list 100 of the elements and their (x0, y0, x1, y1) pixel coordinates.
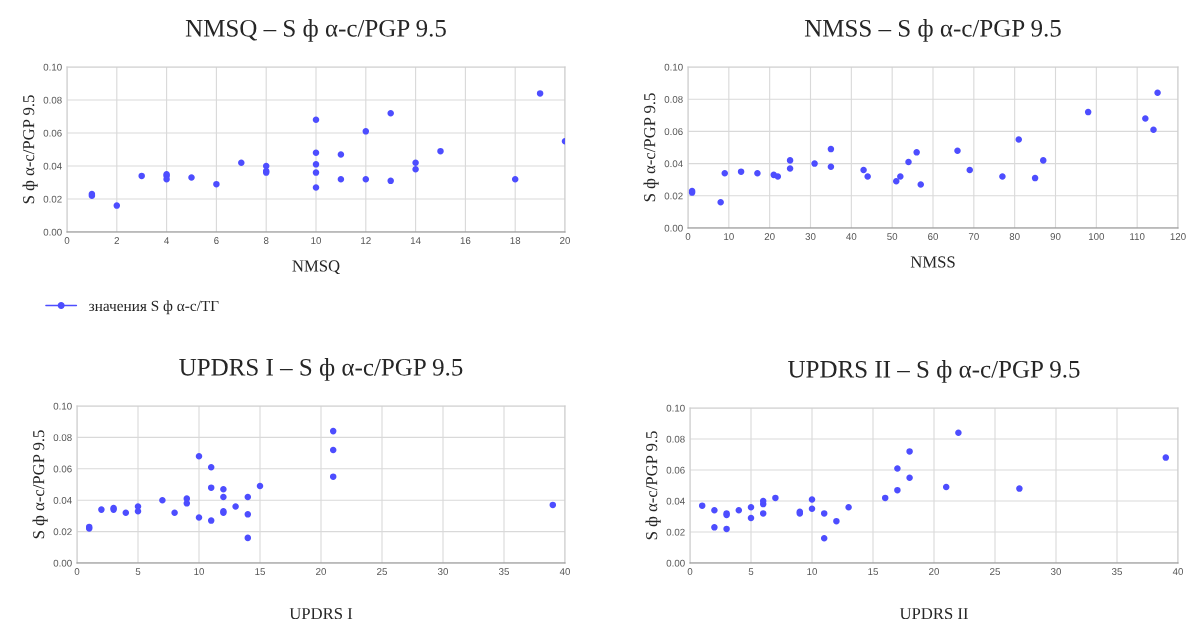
point (312, 149, 320, 157)
point (437, 147, 444, 155)
point (213, 180, 220, 188)
point (1142, 115, 1149, 122)
x-tick-label: 40 (1172, 568, 1184, 575)
point (312, 116, 320, 124)
point (220, 493, 227, 501)
x-tick-label: 4 (164, 237, 170, 244)
x-tick-label: 0 (687, 568, 693, 575)
point (833, 517, 840, 525)
y-tick-label: 0.04 (664, 160, 683, 168)
point (256, 482, 264, 490)
y-tick-label: 0.04 (53, 496, 72, 504)
x-axis-title: NMSQ (292, 260, 340, 275)
point (737, 168, 745, 175)
point (905, 158, 912, 166)
x-tick-label: 20 (764, 233, 775, 240)
point (747, 503, 755, 511)
chart-title: UPDRS II – S ф α-c/PGP 9.5 (788, 360, 1080, 383)
y-tick-label: 0.06 (666, 466, 685, 474)
x-tick-label: 80 (1009, 233, 1020, 240)
point (845, 503, 852, 511)
x-tick-label: 10 (311, 237, 322, 244)
x-tick-label: 10 (807, 568, 818, 575)
point (362, 128, 370, 135)
point (337, 175, 345, 183)
x-tick-label: 40 (846, 233, 857, 240)
chart-title: UPDRS I – S ф α-c/PGP 9.5 (179, 358, 463, 381)
point (698, 502, 706, 509)
point (412, 166, 419, 173)
point (362, 175, 370, 183)
x-tick-label: 25 (990, 568, 1000, 575)
x-tick-label: 10 (724, 233, 734, 240)
point (329, 427, 337, 435)
y-tick-label: 0.08 (53, 434, 72, 442)
x-tick-label: 20 (316, 568, 327, 575)
point (955, 429, 962, 437)
point (113, 202, 121, 209)
point (138, 172, 145, 180)
point (220, 485, 227, 493)
x-tick-label: 30 (1050, 568, 1062, 575)
x-tick-label: 0 (74, 568, 80, 575)
point (774, 173, 782, 180)
y-tick-label: 0.04 (666, 497, 685, 505)
legend-label: значения S ф α-c/ТГ (89, 300, 219, 315)
point (244, 534, 252, 542)
y-tick-label: 0.08 (43, 96, 62, 104)
chart-title: NMSQ – S ф α-c/PGP 9.5 (185, 19, 446, 42)
x-tick-label: 90 (1050, 233, 1061, 240)
point (1162, 454, 1170, 461)
point (820, 534, 828, 542)
y-tick-label: 0.10 (664, 63, 683, 71)
point (1031, 174, 1039, 182)
x-tick-label: 60 (928, 233, 939, 240)
x-tick-label: 0 (64, 237, 70, 244)
x-tick-label: 15 (868, 568, 878, 575)
point (892, 178, 900, 185)
x-tick-label: 30 (805, 233, 816, 240)
point (897, 173, 904, 180)
point (711, 507, 718, 514)
point (827, 163, 835, 171)
x-tick-label: 110 (1130, 233, 1145, 240)
x-tick-label: 50 (887, 233, 898, 240)
y-tick-label: 0.02 (53, 528, 72, 536)
point (860, 166, 867, 174)
point (1084, 108, 1092, 116)
point (772, 494, 779, 502)
point (387, 177, 394, 185)
x-tick-label: 35 (1111, 568, 1122, 575)
y-tick-label: 0.00 (53, 559, 72, 567)
point (754, 170, 761, 177)
point (811, 160, 818, 167)
y-tick-label: 0.00 (664, 224, 683, 232)
y-tick-label: 0.04 (43, 162, 62, 170)
y-tick-label: 0.10 (43, 63, 62, 71)
y-tick-label: 0.00 (666, 559, 685, 567)
point (759, 510, 767, 517)
x-axis-title: UPDRS I (289, 608, 353, 619)
point (894, 486, 901, 494)
point (238, 159, 245, 166)
point (1016, 485, 1023, 492)
point (207, 484, 215, 491)
point (1015, 136, 1023, 143)
point (723, 525, 730, 533)
point (942, 483, 950, 491)
y-axis-title: S ф α-c/PGP 9.5 (22, 95, 38, 204)
point (244, 493, 252, 501)
point (894, 465, 901, 472)
point (1150, 126, 1157, 134)
y-tick-label: 0.02 (666, 528, 685, 536)
x-tick-label: 20 (560, 237, 571, 244)
point (711, 524, 718, 531)
x-tick-label: 20 (929, 568, 940, 575)
x-tick-label: 12 (361, 237, 371, 244)
point (906, 448, 913, 455)
y-tick-label: 0.08 (664, 95, 683, 103)
y-axis-title: S ф α-c/PGP 9.5 (32, 430, 48, 539)
point (329, 446, 337, 454)
point (917, 181, 925, 188)
point (511, 175, 519, 183)
